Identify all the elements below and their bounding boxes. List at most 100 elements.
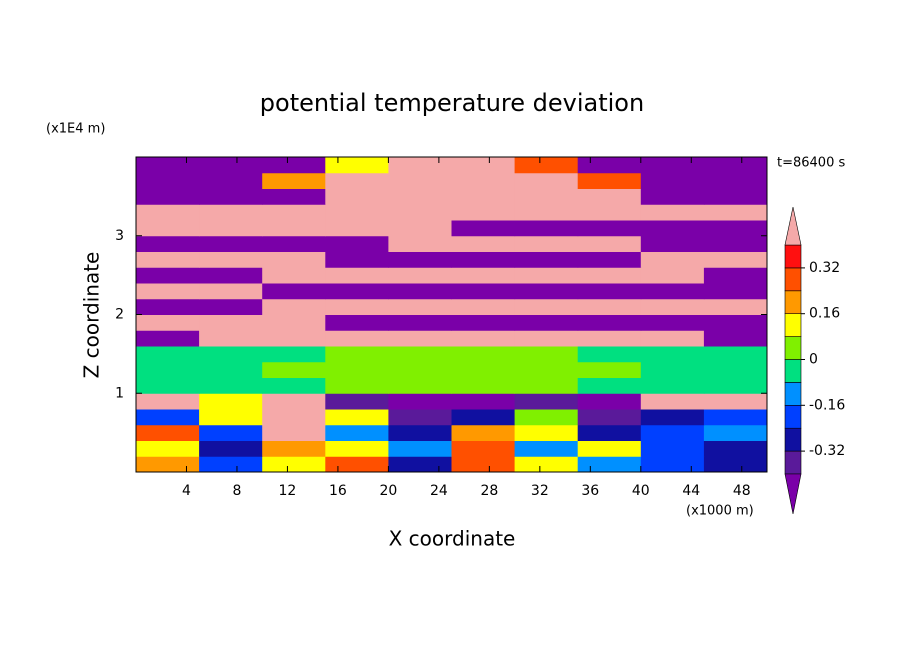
y-tick-label: 3 xyxy=(115,228,124,244)
contour-cell xyxy=(136,330,200,347)
contour-cell xyxy=(199,361,263,378)
contour-cell xyxy=(262,440,326,457)
contour-cell xyxy=(199,440,263,457)
x-tick-label: 8 xyxy=(232,483,241,499)
colorbar-extend-top xyxy=(784,206,802,246)
contour-cell xyxy=(199,298,263,315)
contour-cell xyxy=(514,188,579,205)
contour-cell xyxy=(262,330,326,347)
contour-cell xyxy=(199,330,263,347)
contour-cell xyxy=(703,298,768,315)
x-tick-label: 16 xyxy=(329,483,347,499)
contour-cell xyxy=(577,251,642,268)
contour-cell xyxy=(325,283,389,300)
annotation: t=86400 s xyxy=(777,156,845,171)
contour-cell xyxy=(514,346,579,363)
contour-cell xyxy=(325,377,389,394)
contour-cell xyxy=(451,346,516,363)
x-tick-label: 12 xyxy=(279,483,297,499)
contour-cell xyxy=(703,377,768,394)
contour-cell xyxy=(199,172,263,189)
contour-cell xyxy=(451,424,516,441)
contour-cell xyxy=(514,283,579,300)
contour-cell xyxy=(199,283,263,300)
contour-cell xyxy=(577,314,642,331)
contour-cell xyxy=(703,220,768,237)
contour-cell xyxy=(262,172,326,189)
chart-title: potential temperature deviation xyxy=(260,89,644,117)
colorbar-tick-label: 0.32 xyxy=(809,260,840,276)
contour-cell xyxy=(388,267,452,284)
contour-cell xyxy=(199,235,263,252)
contour-cell xyxy=(514,251,579,268)
contour-cell xyxy=(640,298,705,315)
contour-cell xyxy=(199,456,263,473)
contour-cell xyxy=(577,204,642,221)
contour-cell xyxy=(325,204,389,221)
contour-cell xyxy=(640,424,705,441)
contour-cell xyxy=(136,377,200,394)
contour-cell xyxy=(577,330,642,347)
contour-cell xyxy=(514,377,579,394)
contour-cell xyxy=(262,346,326,363)
contour-cell xyxy=(703,251,768,268)
contour-cell xyxy=(388,456,452,473)
contour-cell xyxy=(136,220,200,237)
y-tick-label: 2 xyxy=(115,307,124,323)
contour-cell xyxy=(514,424,579,441)
colorbar-tick-label: 0 xyxy=(809,352,818,368)
x-tick-label: 4 xyxy=(182,483,191,499)
contour-cell xyxy=(136,172,200,189)
contour-cell xyxy=(514,440,579,457)
contour-cell xyxy=(388,204,452,221)
contour-cell xyxy=(388,220,452,237)
contour-cell xyxy=(703,283,768,300)
contour-cell xyxy=(136,188,200,205)
contour-cell xyxy=(325,330,389,347)
contour-cell xyxy=(640,377,705,394)
x-tick-label: 44 xyxy=(682,483,700,499)
contour-cell xyxy=(577,456,642,473)
contour-cell xyxy=(451,267,516,284)
colorbar-segment xyxy=(784,427,802,452)
contour-cell xyxy=(136,393,200,410)
colorbar-segment xyxy=(784,404,802,429)
contour-cell xyxy=(325,251,389,268)
contour-cell xyxy=(325,188,389,205)
x-tick-label: 40 xyxy=(632,483,650,499)
contour-cell xyxy=(451,456,516,473)
contour-cell xyxy=(514,172,579,189)
contour-cell xyxy=(262,157,326,174)
contour-cell xyxy=(577,440,642,457)
contour-cell xyxy=(703,346,768,363)
contour-cell xyxy=(514,298,579,315)
colorbar-tick-label: -0.16 xyxy=(809,397,845,413)
colorbar-segment xyxy=(784,313,802,337)
colorbar-segment xyxy=(784,244,802,269)
contour-cell xyxy=(703,393,768,410)
contour-cell xyxy=(640,346,705,363)
colorbar-extend-bottom xyxy=(784,473,802,515)
contour-cell xyxy=(262,409,326,426)
contour-cell xyxy=(388,424,452,441)
contour-cell xyxy=(640,251,705,268)
colorbar-segment xyxy=(784,267,802,292)
contour-cell xyxy=(388,251,452,268)
contour-cell xyxy=(640,314,705,331)
contour-cell xyxy=(199,424,263,441)
colorbar-segment xyxy=(784,382,802,406)
contour-cell xyxy=(577,157,642,174)
contour-cell xyxy=(199,251,263,268)
contour-cell xyxy=(577,409,642,426)
x-tick-label: 36 xyxy=(581,483,599,499)
contour-cell xyxy=(514,361,579,378)
y-axis-title: Z coordinate xyxy=(80,252,104,379)
contour-cell xyxy=(514,409,579,426)
contour-cell xyxy=(640,172,705,189)
colorbar-segment xyxy=(784,290,802,314)
contour-cell xyxy=(325,267,389,284)
contour-cell xyxy=(514,330,579,347)
contour-cell xyxy=(577,361,642,378)
contour-cell xyxy=(325,157,389,174)
contour-cell xyxy=(703,204,768,221)
